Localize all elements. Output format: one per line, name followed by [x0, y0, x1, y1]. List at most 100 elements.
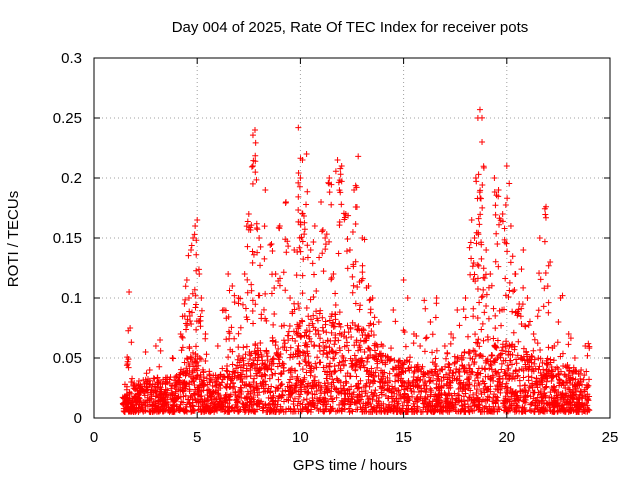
data-point	[460, 379, 467, 386]
data-point	[497, 354, 504, 361]
data-point	[138, 404, 145, 411]
data-point	[213, 384, 220, 391]
data-point	[583, 384, 590, 391]
data-point	[499, 211, 506, 217]
data-point	[306, 335, 313, 342]
data-point	[529, 380, 536, 387]
data-point	[549, 368, 556, 375]
data-point	[378, 402, 385, 409]
data-point	[326, 189, 333, 196]
data-point	[279, 388, 286, 395]
data-point	[326, 238, 333, 245]
data-point	[367, 371, 374, 378]
data-point	[125, 364, 132, 371]
data-point	[458, 352, 465, 359]
data-point	[468, 368, 475, 375]
data-point	[299, 238, 306, 245]
data-point	[414, 377, 421, 384]
data-point	[263, 350, 270, 357]
x-tick-label: 10	[292, 429, 309, 446]
data-point	[530, 389, 537, 396]
data-point	[518, 266, 525, 273]
data-point	[442, 363, 449, 370]
data-point	[305, 313, 312, 320]
data-point	[409, 405, 416, 412]
data-point	[534, 405, 541, 412]
data-point	[526, 407, 533, 414]
data-point	[356, 392, 363, 399]
data-point	[259, 407, 266, 414]
data-point	[423, 334, 430, 341]
data-point	[359, 269, 366, 276]
data-point	[262, 187, 269, 193]
data-point	[287, 376, 294, 383]
data-point	[129, 403, 136, 410]
data-point	[335, 250, 342, 257]
data-point	[502, 201, 509, 208]
data-point	[189, 402, 196, 409]
data-point	[579, 381, 586, 388]
data-point	[363, 408, 370, 415]
data-point	[351, 187, 358, 193]
data-point	[379, 343, 386, 349]
data-point	[256, 365, 263, 372]
data-point	[330, 271, 337, 277]
data-point	[546, 401, 553, 408]
data-point	[197, 406, 204, 413]
data-point	[258, 383, 265, 390]
data-point	[326, 387, 333, 394]
data-point	[200, 369, 207, 376]
data-point	[499, 306, 506, 313]
data-point	[423, 382, 430, 389]
data-point	[274, 385, 281, 392]
data-point	[366, 383, 373, 390]
data-point	[309, 320, 316, 327]
data-point	[203, 375, 210, 382]
data-point	[421, 297, 428, 304]
data-point	[537, 407, 544, 414]
data-point	[495, 405, 502, 412]
data-point	[506, 372, 513, 379]
data-point	[485, 315, 492, 322]
data-point	[250, 157, 257, 164]
data-point	[231, 299, 238, 306]
data-point	[520, 374, 527, 381]
data-point	[277, 382, 284, 389]
data-point	[352, 220, 359, 227]
data-point	[336, 359, 343, 366]
data-point	[408, 387, 415, 394]
x-tick-label: 25	[602, 429, 619, 446]
data-point	[434, 370, 441, 377]
data-point	[282, 200, 289, 207]
data-point	[147, 389, 154, 396]
data-point	[291, 306, 298, 313]
data-point	[279, 381, 286, 388]
y-tick-label: 0.25	[53, 110, 82, 127]
data-point	[440, 374, 447, 381]
data-point	[453, 376, 460, 383]
data-point	[537, 355, 544, 362]
data-point	[243, 343, 250, 350]
data-point	[231, 369, 238, 376]
data-point	[270, 321, 277, 328]
data-point	[567, 335, 574, 342]
data-point	[386, 385, 393, 392]
data-point	[557, 295, 564, 302]
data-point	[462, 386, 469, 393]
data-point	[381, 369, 388, 376]
data-point	[249, 180, 256, 187]
data-point	[332, 311, 339, 318]
data-point	[523, 349, 530, 356]
data-point	[344, 391, 351, 398]
data-point	[357, 346, 364, 353]
data-point	[242, 305, 249, 312]
data-point	[323, 231, 330, 238]
data-point	[371, 314, 378, 321]
data-point	[566, 377, 573, 384]
data-point	[186, 308, 193, 315]
data-point	[494, 337, 501, 344]
data-point	[345, 397, 352, 404]
data-point	[262, 290, 269, 297]
data-point	[170, 355, 177, 362]
data-point	[143, 370, 150, 377]
